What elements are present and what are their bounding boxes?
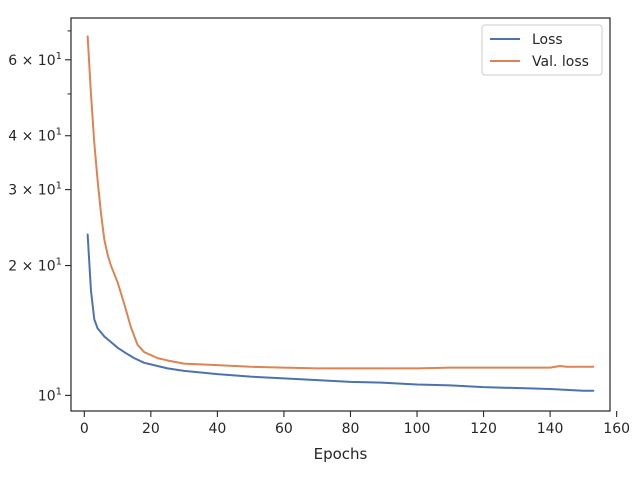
x-tick-label: 100 — [404, 421, 431, 437]
x-tick-label: 20 — [142, 421, 160, 437]
x-tick-label: 120 — [470, 421, 497, 437]
series-layer — [86, 35, 595, 392]
x-tick-label: 160 — [603, 421, 630, 437]
series-line-loss — [86, 233, 595, 392]
x-tick-label: 140 — [537, 421, 564, 437]
plot-frame — [70, 17, 611, 412]
x-axis-ticks: 0 20 40 60 80 100 120 140 160 — [80, 411, 630, 437]
y-tick-label: 101 — [38, 386, 62, 404]
y-tick-label: 3 × 101 — [8, 181, 62, 199]
legend-label: Loss — [532, 32, 563, 48]
legend-box — [481, 24, 603, 76]
y-tick-label: 6 × 101 — [8, 51, 62, 69]
legend: Loss Val. loss — [481, 24, 603, 76]
legend-label: Val. loss — [532, 54, 589, 70]
x-tick-label: 40 — [208, 421, 226, 437]
x-tick-label: 60 — [275, 421, 293, 437]
x-tick-label: 80 — [342, 421, 360, 437]
y-tick-label: 4 × 101 — [8, 127, 62, 145]
y-tick-label: 2 × 101 — [8, 257, 62, 275]
x-axis-label: Epochs — [314, 445, 368, 463]
x-tick-label: 0 — [80, 421, 89, 437]
y-axis-ticks: 101 2 × 101 3 × 101 4 × 101 6 × 101 — [8, 30, 71, 404]
series-line-val-loss — [86, 35, 595, 370]
